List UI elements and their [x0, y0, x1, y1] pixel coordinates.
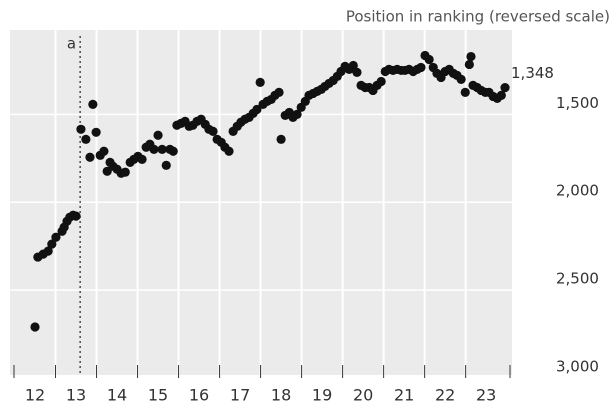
dot	[43, 246, 53, 256]
dot	[352, 67, 362, 77]
x-tick-label: 23	[476, 386, 496, 405]
dot	[149, 144, 159, 154]
dot	[276, 134, 286, 144]
dot	[71, 211, 81, 221]
y-tick-label: 2,500	[556, 270, 599, 288]
dot	[161, 160, 171, 170]
dot	[466, 51, 476, 62]
value-annotation: 1,348	[511, 64, 554, 82]
dot	[51, 232, 61, 242]
dot	[168, 146, 178, 156]
y-tick-label: 2,000	[556, 182, 599, 200]
dot	[47, 239, 57, 249]
x-tick-label: 19	[312, 386, 332, 405]
x-tick-label: 16	[189, 386, 209, 405]
dot	[255, 77, 265, 87]
chart-title: Position in ranking (reversed scale)	[346, 8, 610, 26]
dot	[224, 146, 234, 156]
dot	[153, 130, 163, 140]
dot	[252, 104, 262, 115]
y-tick-label: 1,500	[556, 94, 599, 112]
dot	[157, 144, 167, 154]
dot	[81, 134, 91, 144]
dot	[376, 76, 386, 87]
dot	[292, 109, 302, 119]
x-tick-label: 21	[394, 386, 414, 405]
dot	[137, 154, 147, 164]
x-tick-label: 15	[148, 386, 168, 405]
dot	[91, 127, 101, 137]
dot	[416, 62, 426, 73]
dot	[274, 87, 284, 97]
x-tick-label: 17	[230, 386, 250, 405]
y-tick-label: 3,000	[556, 358, 599, 376]
event-label: a	[67, 35, 76, 53]
x-tick-label: 12	[25, 386, 45, 405]
x-tick-label: 14	[107, 386, 127, 405]
dot	[424, 54, 434, 65]
x-tick-label: 13	[66, 386, 86, 405]
dot	[88, 99, 98, 109]
dot	[456, 74, 466, 84]
dot	[460, 87, 470, 97]
dot	[85, 152, 95, 162]
dot	[30, 322, 40, 332]
x-tick-label: 18	[271, 386, 291, 405]
dot	[500, 83, 510, 93]
dot	[348, 60, 358, 71]
x-tick-label: 22	[435, 386, 455, 405]
x-tick-label: 20	[353, 386, 373, 405]
dot	[496, 90, 506, 100]
dot	[99, 146, 109, 156]
dot	[120, 167, 130, 177]
dot	[76, 124, 86, 134]
dot	[208, 126, 218, 137]
dot	[464, 59, 474, 70]
